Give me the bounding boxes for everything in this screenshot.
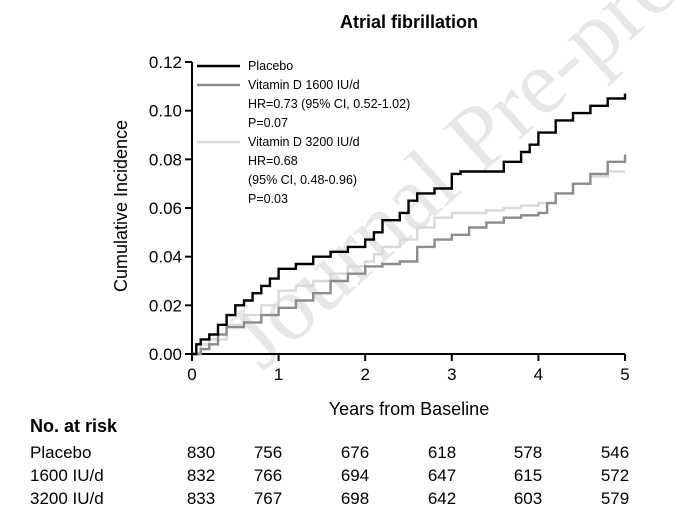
risk-row-label: 1600 IU/d [30, 466, 104, 485]
risk-row-label: Placebo [30, 443, 91, 462]
risk-value: 766 [254, 466, 282, 485]
y-tick-label: 0.02 [149, 296, 182, 315]
risk-value: 615 [514, 466, 542, 485]
risk-value: 756 [254, 443, 282, 462]
risk-table-title: No. at risk [30, 416, 118, 436]
series-line-3 [192, 170, 625, 356]
y-tick-label: 0.08 [149, 150, 182, 169]
y-tick-label: 0.00 [149, 345, 182, 364]
risk-value: 647 [428, 466, 456, 485]
risk-value: 546 [601, 443, 629, 462]
risk-value: 618 [428, 443, 456, 462]
legend-note: P=0.07 [248, 116, 288, 130]
x-tick-label: 1 [274, 365, 283, 384]
x-tick-label: 5 [620, 365, 629, 384]
legend-note: P=0.03 [248, 192, 288, 206]
risk-value: 832 [187, 466, 215, 485]
risk-value: 579 [601, 489, 629, 508]
y-tick-label: 0.10 [149, 102, 182, 121]
series-line-2 [192, 154, 627, 356]
risk-value: 767 [254, 489, 282, 508]
risk-value: 694 [341, 466, 369, 485]
legend: Placebo Vitamin D 1600 IU/d HR=0.73 (95% C… [197, 59, 410, 206]
legend-note: HR=0.68 [248, 154, 298, 168]
y-axis-label: Cumulative Incidence [111, 120, 131, 292]
risk-value: 642 [428, 489, 456, 508]
risk-row-label: 3200 IU/d [30, 489, 104, 508]
risk-value: 572 [601, 466, 629, 485]
legend-label-2: Vitamin D 1600 IU/d [248, 78, 360, 92]
x-tick-label: 3 [447, 365, 456, 384]
risk-value: 830 [187, 443, 215, 462]
risk-value: 676 [341, 443, 369, 462]
risk-value: 833 [187, 489, 215, 508]
legend-label-3: Vitamin D 3200 IU/d [248, 135, 360, 149]
axes: 0.00 0.02 0.04 0.06 0.08 0.10 0.12 0 1 2 3 4 5 [149, 53, 630, 384]
y-tick-label: 0.06 [149, 199, 182, 218]
x-axis-label: Years from Baseline [329, 399, 489, 419]
legend-label-1: Placebo [248, 59, 293, 73]
risk-value: 578 [514, 443, 542, 462]
x-tick-label: 0 [187, 365, 196, 384]
risk-value: 603 [514, 489, 542, 508]
x-tick-label: 4 [534, 365, 543, 384]
chart-title: Atrial fibrillation [340, 12, 478, 32]
x-tick-label: 2 [360, 365, 369, 384]
legend-note: HR=0.73 (95% CI, 0.52-1.02) [248, 97, 410, 111]
series-layer [192, 93, 627, 356]
y-tick-label: 0.04 [149, 248, 182, 267]
legend-note: (95% CI, 0.48-0.96) [248, 173, 357, 187]
risk-table: No. at risk Placebo 830 756 676 618 578 546 160… [30, 416, 629, 508]
risk-value: 698 [341, 489, 369, 508]
y-tick-label: 0.12 [149, 53, 182, 72]
series-line-1 [192, 93, 627, 356]
